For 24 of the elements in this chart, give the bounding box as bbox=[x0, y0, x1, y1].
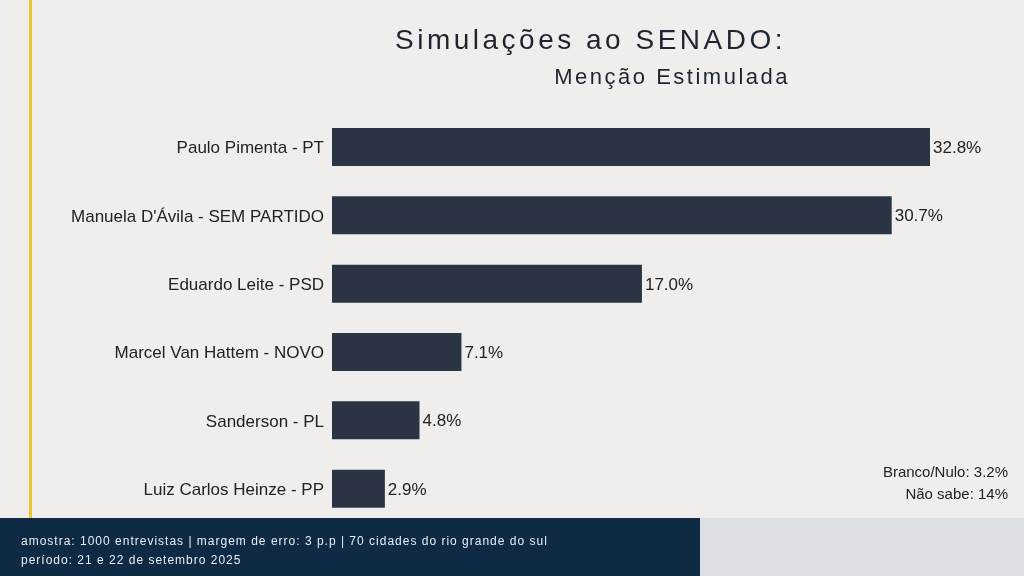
text: período: 21 e 22 de setembro 2025 bbox=[21, 552, 243, 569]
chart-subtitle: Menção Estimulada bbox=[554, 64, 790, 90]
bar bbox=[332, 401, 420, 440]
bar bbox=[332, 264, 642, 303]
chart-title: Simulações ao SENADO: bbox=[395, 24, 786, 56]
data-label: 7.1% bbox=[464, 343, 504, 363]
data-label: 4.8% bbox=[422, 411, 462, 431]
y-tick-label: Paulo Pimenta - PT bbox=[176, 138, 324, 158]
data-label: 30.7% bbox=[894, 206, 943, 226]
y-tick-label: Manuela D'Ávila - SEM PARTIDO bbox=[71, 206, 324, 226]
annotation: Não sabe: 14% bbox=[904, 484, 1008, 504]
data-label: 32.8% bbox=[933, 138, 982, 158]
annotation: Branco/Nulo: 3.2% bbox=[882, 462, 1008, 482]
y-tick-label: Eduardo Leite - PSD bbox=[168, 274, 324, 294]
text: amostra: 1000 entrevistas | margem de erro: 3 p.p | 70 cidades do rio grande do sul bbox=[21, 533, 548, 550]
bar bbox=[332, 333, 462, 371]
y-tick-label: Luiz Carlos Heinze - PP bbox=[143, 479, 324, 499]
bar bbox=[332, 128, 930, 166]
bar bbox=[332, 196, 892, 235]
data-label: 2.9% bbox=[387, 479, 427, 499]
y-tick-label: Sanderson - PL bbox=[205, 411, 324, 431]
bar bbox=[332, 469, 385, 508]
y-tick-label: Marcel Van Hattem - NOVO bbox=[114, 343, 324, 363]
data-label: 17.0% bbox=[644, 274, 694, 294]
